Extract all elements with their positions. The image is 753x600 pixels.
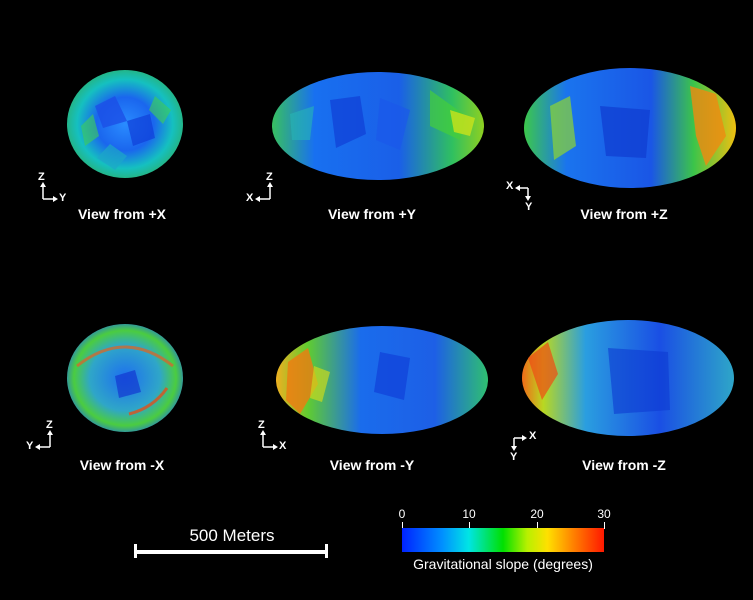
asteroid-minus-x <box>67 324 183 432</box>
colorbar-tick <box>469 522 470 529</box>
axis-side-label: X <box>506 180 514 192</box>
axis-indicator-minus-z: X Y <box>506 428 550 472</box>
scale-bar-label: 500 Meters <box>189 526 275 545</box>
axis-indicator-minus-x: Z Y <box>26 419 70 464</box>
axis-arrows-icon <box>511 435 527 451</box>
axis-up-label: Z <box>38 171 45 183</box>
axis-arrows-icon <box>40 182 58 202</box>
asteroid-minus-z <box>522 320 734 436</box>
view-label-plus-y: View from +Y <box>327 206 417 222</box>
axis-arrows-icon <box>260 430 278 450</box>
scale-bar-left-tick <box>134 544 137 558</box>
view-plus-y-panel <box>270 70 490 190</box>
view-label-plus-x: View from +X <box>77 206 167 222</box>
colorbar-caption: Gravitational slope (degrees) <box>413 556 593 572</box>
axis-side-label: X <box>279 440 287 452</box>
axis-up-label: Y <box>525 201 533 213</box>
axis-indicator-plus-x: Z Y <box>34 171 78 216</box>
axis-up-label: Z <box>258 419 265 431</box>
axis-up-label: Z <box>46 419 53 431</box>
view-plus-x-panel <box>55 66 205 196</box>
asteroid-plus-z <box>524 68 736 188</box>
axis-indicator-plus-z: X Y <box>504 178 548 222</box>
colorbar-tick-label: 20 <box>530 507 544 521</box>
asteroid-plus-y <box>272 72 484 180</box>
view-label-minus-y: View from -Y <box>329 457 415 473</box>
axis-indicator-minus-y: Z X <box>254 419 298 464</box>
view-minus-x-panel <box>55 318 205 448</box>
view-plus-z-panel <box>520 66 740 196</box>
view-label-minus-z: View from -Z <box>582 457 666 473</box>
asteroid-minus-y <box>276 326 488 434</box>
view-label-plus-z: View from +Z <box>580 206 668 222</box>
scale-bar-right-tick <box>325 544 328 558</box>
colorbar-tick <box>402 522 403 529</box>
asteroid-plus-x <box>67 70 183 178</box>
axis-arrows-icon <box>35 430 53 450</box>
axis-side-label: X <box>246 192 254 204</box>
colorbar-tick <box>604 522 605 529</box>
axis-arrows-icon <box>515 185 531 201</box>
view-label-minus-x: View from -X <box>79 457 165 473</box>
colorbar-gradient <box>402 528 604 552</box>
axis-side-label: X <box>529 430 537 442</box>
colorbar-tick <box>537 522 538 529</box>
axis-side-label: Y <box>59 192 67 204</box>
colorbar-tick-label: 30 <box>597 507 611 521</box>
axis-arrows-icon <box>255 182 273 202</box>
colorbar-tick-label: 10 <box>462 507 476 521</box>
view-minus-z-panel <box>518 318 738 444</box>
axis-side-label: Y <box>26 440 34 452</box>
colorbar: 0 10 20 30 Gravitational slope (degrees) <box>399 506 611 576</box>
axis-indicator-plus-y: Z X <box>246 171 290 216</box>
colorbar-tick-label: 0 <box>398 507 406 521</box>
scale-bar: 500 Meters <box>134 524 330 564</box>
axis-up-label: Y <box>510 451 518 463</box>
scale-bar-line <box>134 550 328 554</box>
axis-up-label: Z <box>266 171 273 183</box>
view-minus-y-panel <box>270 322 490 442</box>
